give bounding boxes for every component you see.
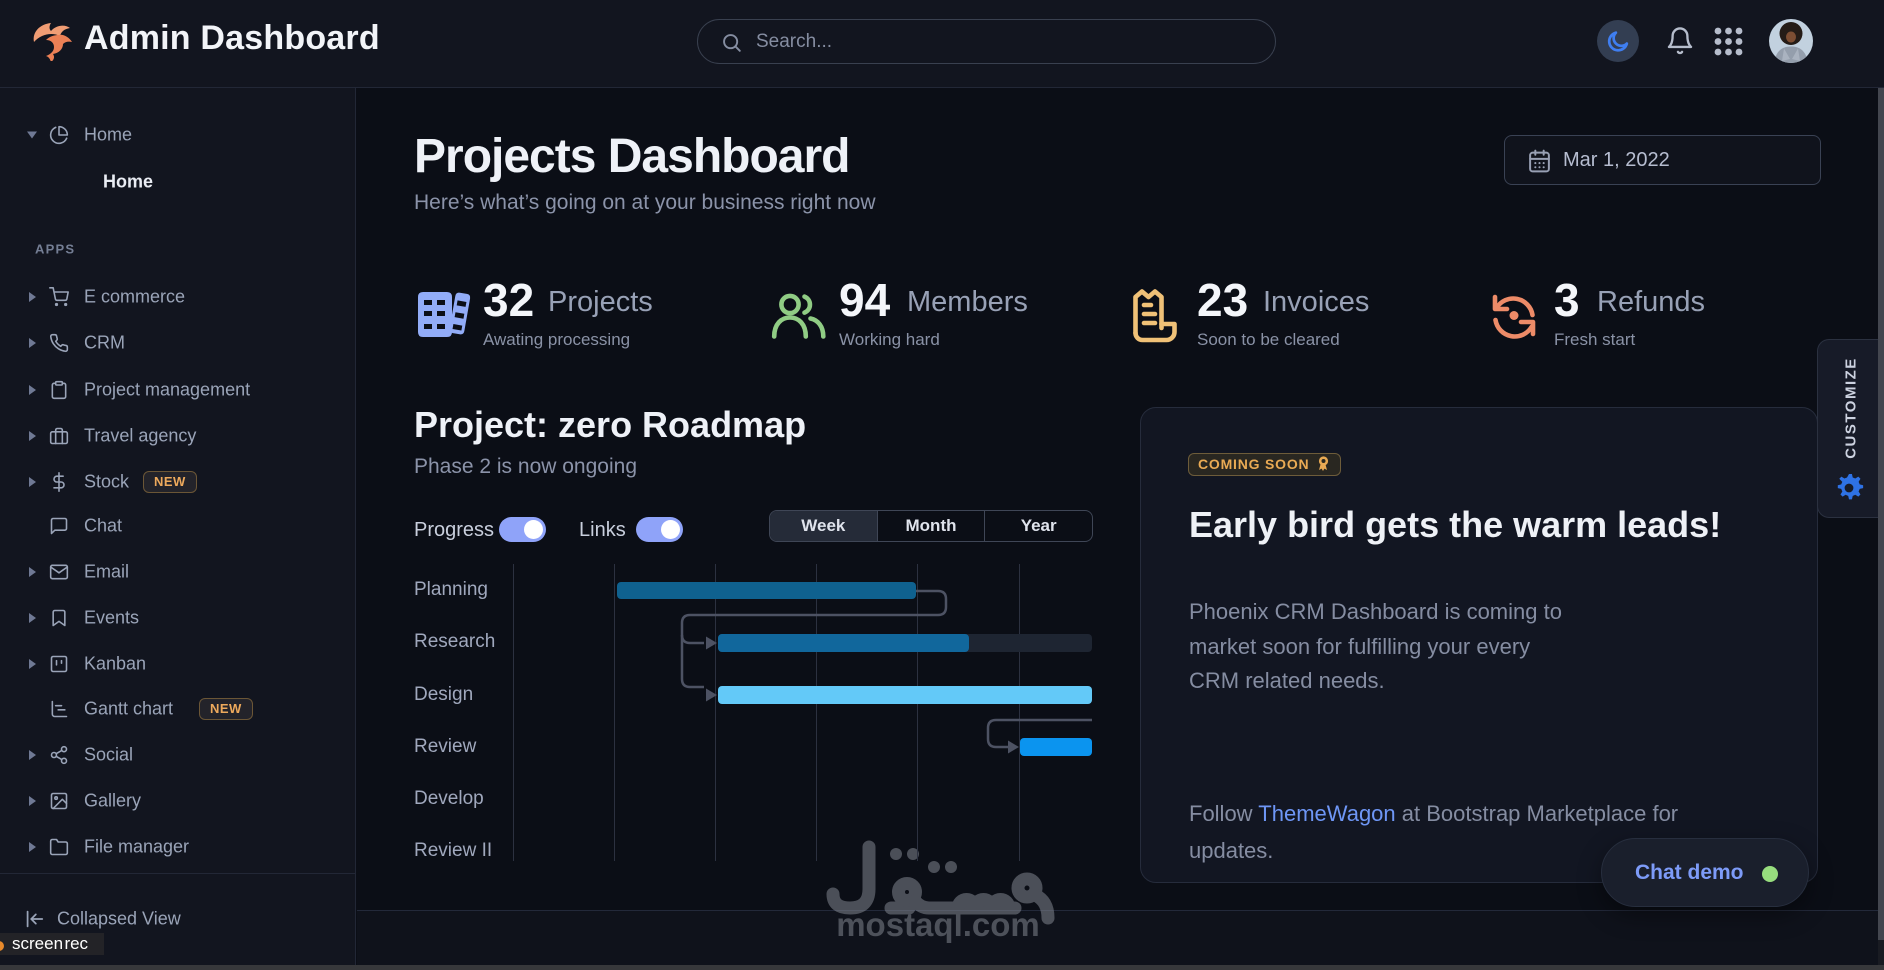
svg-text:mostaql.com: mostaql.com <box>836 906 1040 943</box>
